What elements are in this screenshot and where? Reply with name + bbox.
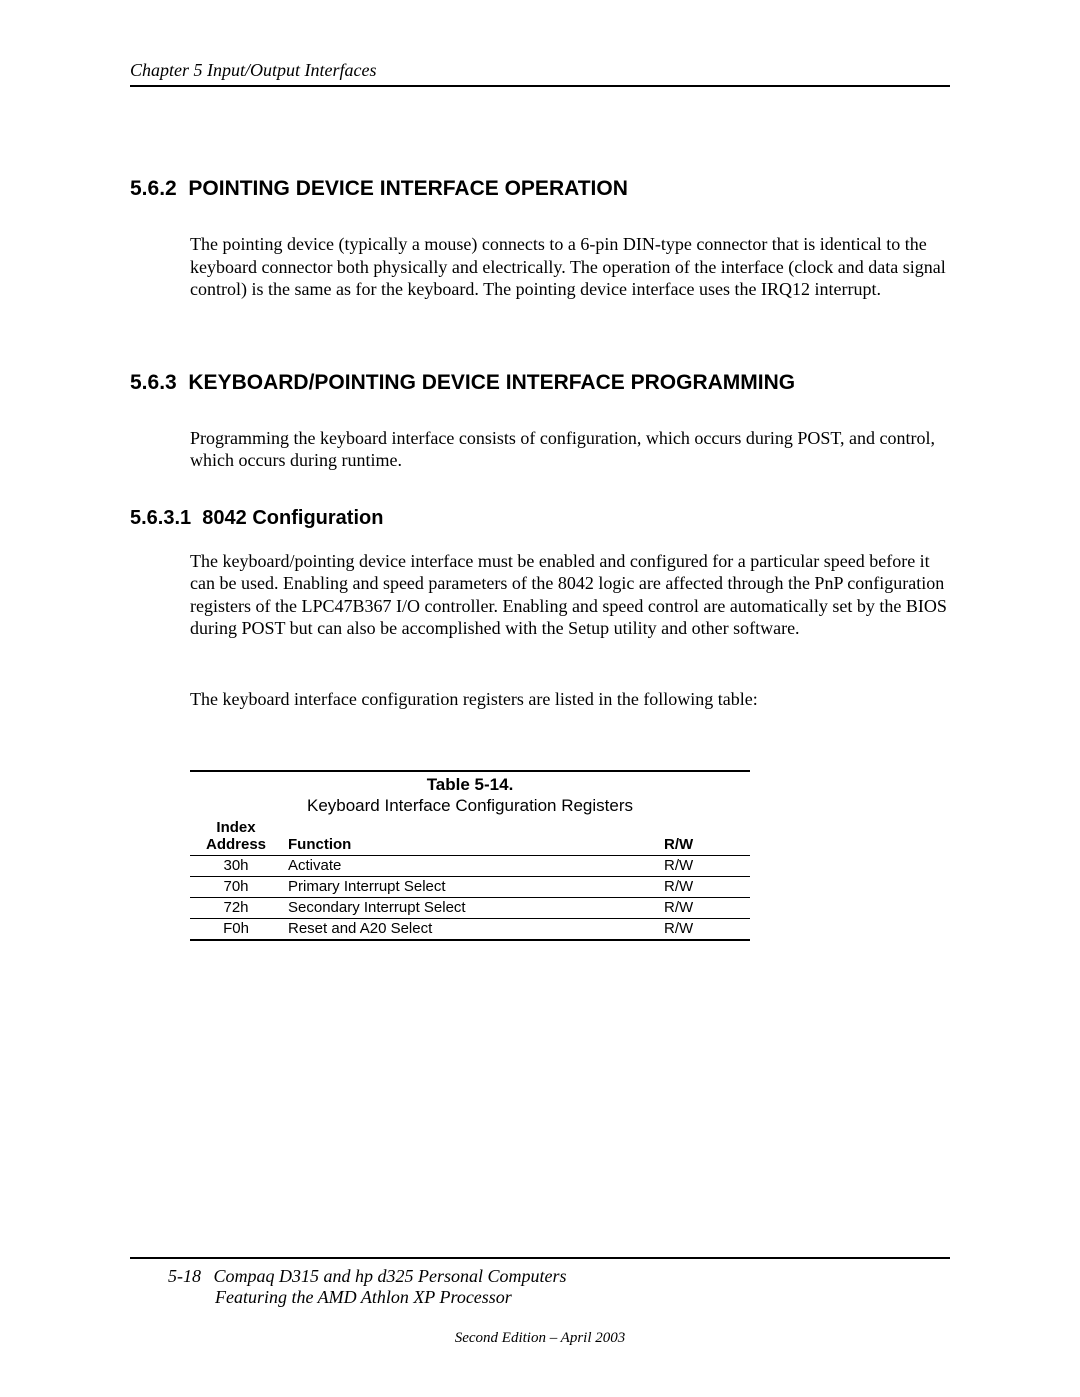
table-row: F0h Reset and A20 Select R/W: [190, 919, 750, 941]
section-number: 5.6.2: [130, 177, 177, 200]
col-header-address: Index Address: [190, 818, 282, 856]
cell-address: 70h: [190, 877, 282, 898]
subsection-para1: The keyboard/pointing device interface m…: [190, 550, 950, 640]
table-row: 30h Activate R/W: [190, 856, 750, 877]
cell-address: 72h: [190, 898, 282, 919]
section-title: KEYBOARD/POINTING DEVICE INTERFACE PROGR…: [188, 371, 795, 394]
table-header-row: Index Address Function R/W: [190, 818, 750, 856]
table-title-row: Table 5-14. Keyboard Interface Configura…: [190, 771, 750, 818]
header-text: Chapter 5 Input/Output Interfaces: [130, 60, 376, 80]
section-number: 5.6.3: [130, 371, 177, 394]
page-header: Chapter 5 Input/Output Interfaces: [130, 60, 950, 87]
section-title: POINTING DEVICE INTERFACE OPERATION: [188, 177, 627, 200]
footer-title-line1: Compaq D315 and hp d325 Personal Compute…: [214, 1266, 567, 1286]
cell-rw: R/W: [658, 877, 750, 898]
subsection-heading-5631: 5.6.3.1 8042 Configuration: [130, 507, 950, 530]
subsection-title: 8042 Configuration: [202, 507, 383, 529]
page-footer: 5-18 Compaq D315 and hp d325 Personal Co…: [130, 1257, 950, 1348]
footer-title-line2: Featuring the AMD Athlon XP Processor: [215, 1287, 950, 1308]
subsection-number: 5.6.3.1: [130, 507, 191, 529]
section2-para1: Programming the keyboard interface consi…: [190, 427, 950, 472]
cell-address: F0h: [190, 919, 282, 941]
table-label: Table 5-14.: [427, 775, 514, 794]
footer-page-number: 5-18: [168, 1265, 201, 1288]
section-heading-563: 5.6.3 KEYBOARD/POINTING DEVICE INTERFACE…: [130, 371, 950, 395]
footer-edition: Second Edition – April 2003: [130, 1330, 950, 1347]
section1-para1: The pointing device (typically a mouse) …: [190, 233, 950, 301]
table-514: Table 5-14. Keyboard Interface Configura…: [190, 770, 750, 941]
col-header-address-l2: Address: [206, 836, 266, 853]
cell-function: Reset and A20 Select: [282, 919, 658, 941]
table-title-cell: Table 5-14. Keyboard Interface Configura…: [190, 771, 750, 818]
col-header-address-l1: Index: [216, 819, 255, 836]
table-row: 70h Primary Interrupt Select R/W: [190, 877, 750, 898]
page-root: Chapter 5 Input/Output Interfaces 5.6.2 …: [0, 0, 1080, 1397]
section-heading-562: 5.6.2 POINTING DEVICE INTERFACE OPERATIO…: [130, 177, 950, 201]
col-header-rw: R/W: [658, 818, 750, 856]
table-row: 72h Secondary Interrupt Select R/W: [190, 898, 750, 919]
col-header-function: Function: [282, 818, 658, 856]
cell-rw: R/W: [658, 856, 750, 877]
cell-function: Activate: [282, 856, 658, 877]
cell-rw: R/W: [658, 919, 750, 941]
cell-function: Secondary Interrupt Select: [282, 898, 658, 919]
table-514-wrap: Table 5-14. Keyboard Interface Configura…: [190, 770, 750, 941]
cell-function: Primary Interrupt Select: [282, 877, 658, 898]
subsection-para2: The keyboard interface configuration reg…: [190, 688, 950, 711]
table-caption: Keyboard Interface Configuration Registe…: [307, 796, 633, 815]
cell-address: 30h: [190, 856, 282, 877]
footer-line1: 5-18 Compaq D315 and hp d325 Personal Co…: [130, 1257, 950, 1288]
cell-rw: R/W: [658, 898, 750, 919]
